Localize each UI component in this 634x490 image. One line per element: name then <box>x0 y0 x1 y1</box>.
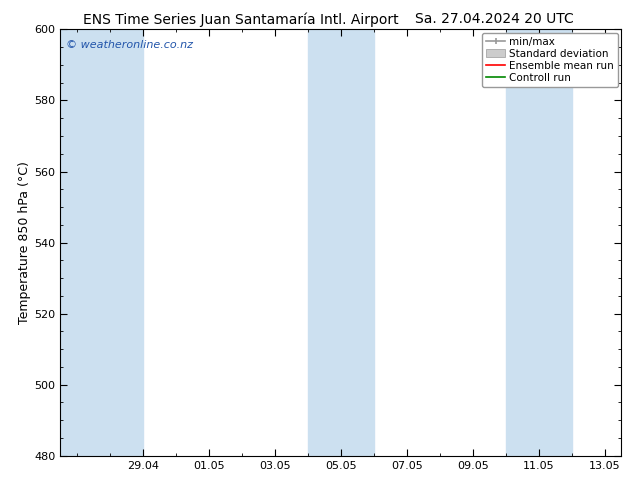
Text: Sa. 27.04.2024 20 UTC: Sa. 27.04.2024 20 UTC <box>415 12 574 26</box>
Text: ENS Time Series Juan Santamaría Intl. Airport: ENS Time Series Juan Santamaría Intl. Ai… <box>83 12 399 27</box>
Y-axis label: Temperature 850 hPa (°C): Temperature 850 hPa (°C) <box>18 161 31 324</box>
Bar <box>307 29 374 456</box>
Legend: min/max, Standard deviation, Ensemble mean run, Controll run: min/max, Standard deviation, Ensemble me… <box>482 32 618 87</box>
Bar <box>60 29 143 456</box>
Text: © weatheronline.co.nz: © weatheronline.co.nz <box>66 40 193 50</box>
Bar <box>506 29 572 456</box>
